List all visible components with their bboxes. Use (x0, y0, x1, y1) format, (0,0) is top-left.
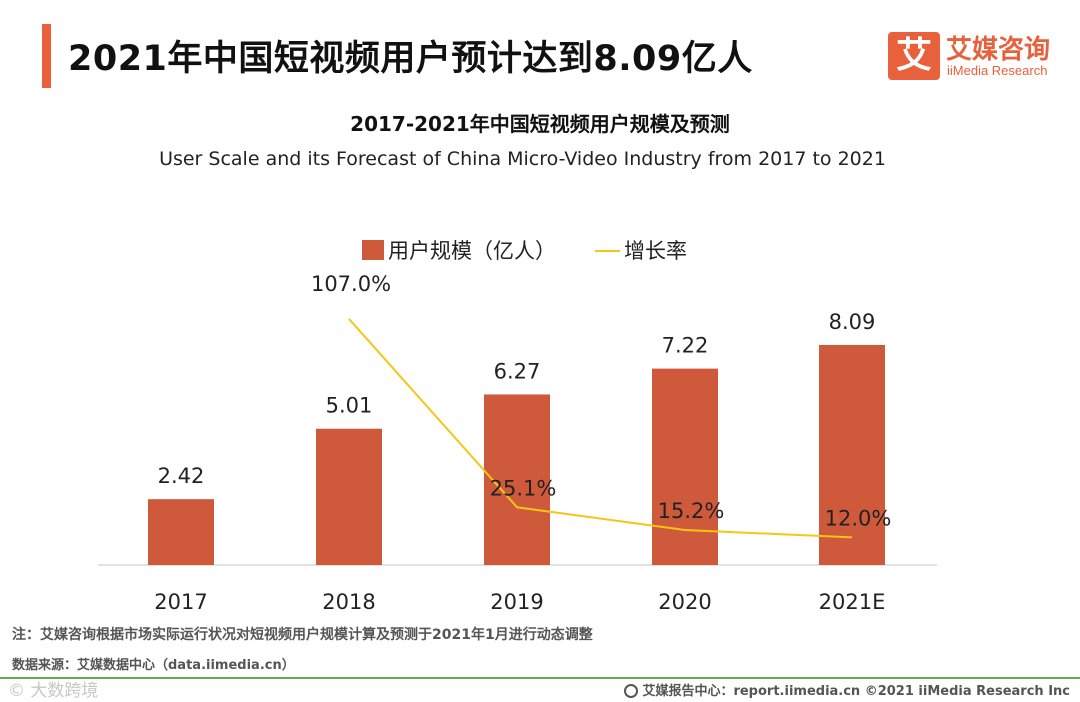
watermark: © 大数跨境 (8, 681, 99, 701)
chart-subtitle: User Scale and its Forecast of China Mic… (159, 148, 886, 170)
globe-icon (624, 684, 639, 698)
footnote: 注：艾媒咨询根据市场实际运行状况对短视频用户规模计算及预测于2021年1月进行动… (12, 627, 593, 643)
x-tick-label: 2018 (322, 590, 375, 614)
page-title: 2021年中国短视频用户预计达到8.09亿人 (68, 39, 753, 79)
bar-user-scale-2020 (652, 368, 718, 565)
legend-swatch-user-scale (362, 240, 384, 260)
growth-rate-line (348, 318, 853, 539)
legend-label-growth-rate: 增长率 (624, 239, 687, 263)
bar-value-label: 6.27 (494, 359, 541, 383)
bar-value-label: 5.01 (326, 394, 373, 418)
x-tick-label: 2020 (658, 590, 711, 614)
footer-divider (0, 677, 1080, 679)
footer-credit: 艾媒报告中心：report.iimedia.cn ©2021 iiMedia R… (624, 680, 1070, 699)
x-tick-label: 2021E (819, 590, 886, 614)
combo-chart: 2.42 2017 5.01 2018 6.27 2019 7.22 2020 8.09 2021… (98, 239, 937, 614)
bar-value-label: 7.22 (662, 334, 709, 358)
bar-user-scale-2021E (819, 344, 885, 565)
bar-user-scale-2019 (484, 394, 550, 565)
growth-rate-label: 107.0% (311, 272, 391, 296)
x-tick-label: 2017 (154, 590, 207, 614)
logo-chinese-name: 艾媒咨询 (946, 35, 1051, 65)
logo-mark-icon: 艾 (888, 32, 940, 80)
bar-user-scale-2017 (148, 499, 214, 565)
bar-value-label: 2.42 (158, 464, 205, 488)
legend-label-user-scale: 用户规模（亿人） (388, 239, 556, 263)
logo-english-name: iiMedia Research (947, 63, 1048, 78)
bar-value-label: 8.09 (829, 310, 876, 334)
title-accent-bar (42, 24, 51, 88)
footer-credit-text: 艾媒报告中心：report.iimedia.cn ©2021 iiMedia R… (642, 684, 1070, 699)
x-tick-label: 2019 (490, 590, 543, 614)
bar-user-scale-2018 (316, 428, 382, 565)
growth-rate-label: 25.1% (490, 476, 557, 500)
growth-rate-label: 12.0% (825, 506, 892, 530)
iimedia-logo: 艾 艾媒咨询 iiMedia Research (888, 32, 1068, 82)
growth-rate-label: 15.2% (658, 499, 725, 523)
chart-title: 2017-2021年中国短视频用户规模及预测 (350, 112, 730, 136)
data-source: 数据来源：艾媒数据中心（data.iimedia.cn） (12, 658, 295, 673)
